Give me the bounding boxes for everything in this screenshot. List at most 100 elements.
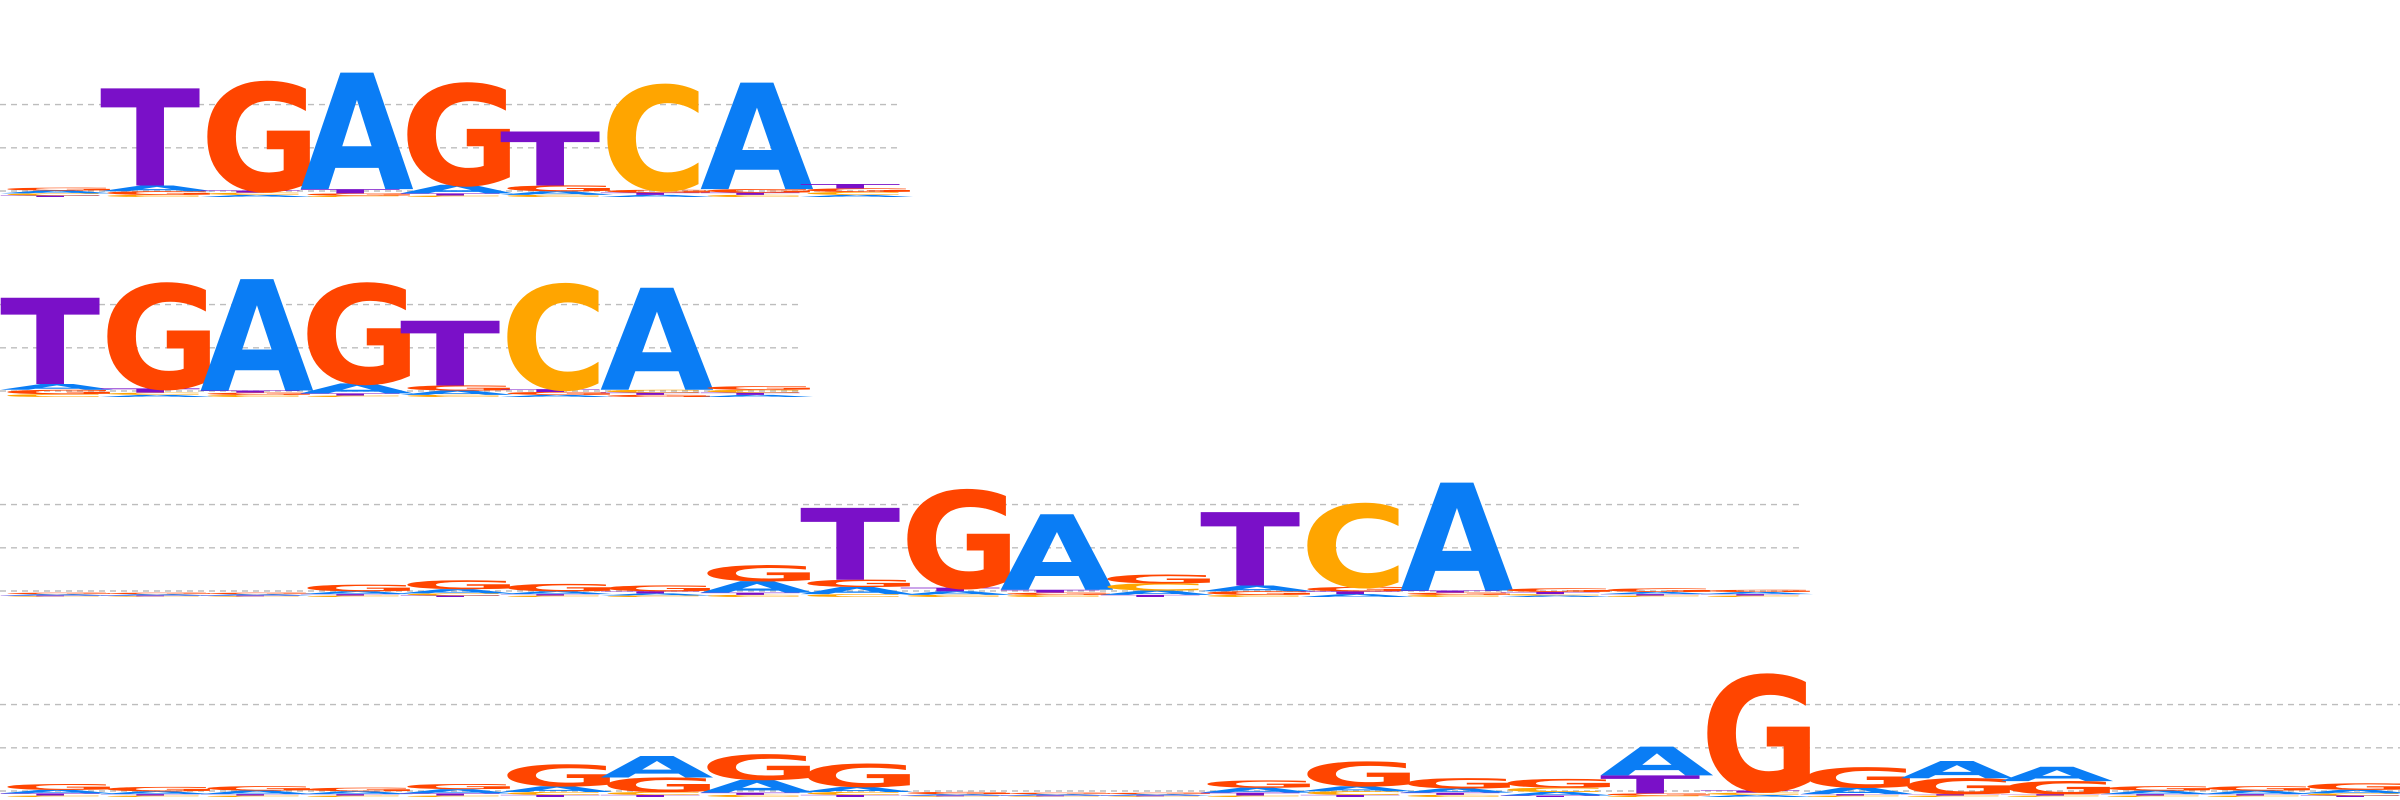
motif-3-col-11-base-T: T [1000,589,1100,594]
motif-3-col-9-base-T: T [800,488,900,603]
motif-4-col-22-base-C: C [2100,795,2208,797]
motif-4-col-19-base-T: T [1800,794,1900,796]
motif-4-col-23-base-T: T [2200,794,2300,796]
motif-1-col-2-base-T: T [100,63,200,218]
motif-4-col-2-base-G: G [100,786,221,793]
motif-4-col-3-base-A: A [200,790,314,796]
motif-1-col-4-base-A: A [300,41,414,227]
motif-4-col-1-base-G: G [0,782,121,791]
motif-3-col-14-base-C: C [1300,482,1408,614]
motif-1-col-1-base-C: C [0,193,108,196]
motif-4-col-3-base-G: G [200,785,321,792]
motif-2-col-7-base-G: G [600,394,721,397]
motif-4-col-21-base-C: C [2000,795,2108,797]
motif-3-col-6-base-A: A [500,590,614,595]
motif-2-col-6-base-C: C [500,257,608,424]
motif-3-col-6-base-C: C [500,595,608,597]
motif-3-col-3-base-G: G [200,592,321,594]
motif-4-col-6-base-A: A [500,785,614,794]
motif-3-col-5-base-T: T [400,595,500,597]
motif-1-col-6-base-A: A [500,190,614,196]
motif-4-col-4-base-T: T [300,794,400,796]
motif-3-col-13-base-C: C [1200,594,1308,597]
motif-3-col-15-base-G: G [1400,592,1521,595]
motif-3-col-1-base-T: T [0,595,100,596]
motif-4-col-8-base-G: G [700,748,821,788]
motif-4-col-13-base-A: A [1200,786,1314,794]
motif-3-col-10-base-G: G [900,465,1021,620]
motif-4-col-4-base-G: G [300,787,421,793]
motif-1-col-8-base-C: C [700,194,808,197]
motif-1-col-3-base-A: A [200,194,314,197]
motif-4-col-13-base-C: C [1200,795,1308,797]
motif-2-col-7-base-C: C [600,389,708,394]
motif-4-col-23-base-A: A [2200,790,2314,796]
motif-2-col-2-base-G: G [100,256,221,423]
motif-3-col-11-base-A: A [1000,494,1114,615]
motif-4-col-18-base-T: T [1700,790,1800,793]
motif-4-col-15-base-A: A [1400,787,1514,794]
motif-3-col-16-base-T: T [1500,591,1600,594]
motif-3-col-15-base-C: C [1400,594,1508,597]
motif-1-col-4-base-C: C [300,195,408,197]
motif-1-col-9-base-T: T [800,183,900,190]
motif-2-col-6-base-G: G [500,391,621,396]
motif-3-col-12-base-A: A [1100,589,1214,596]
motif-3-col-16-base-G: G [1500,587,1621,593]
motif-4-col-11-base-A: A [1000,794,1114,796]
motif-1-col-9-base-C: C [800,191,908,196]
motif-1-col-7-base-C: C [600,58,708,225]
motif-3-col-3-base-A: A [200,594,314,596]
motif-2-col-8-base-C: C [700,389,808,394]
motif-3-col-14-base-A: A [1300,593,1414,598]
motif-1-col-8-base-T: T [700,192,800,195]
motif-4-col-3-base-C: C [200,795,308,797]
motif-4-col-5-base-G: G [400,783,521,791]
motif-4-col-16-base-T: T [1500,795,1600,797]
motif-1-col-6-base-T: T [500,117,600,203]
motif-1-col-6-base-C: C [500,194,608,197]
motif-4-col-7-base-C: C [600,791,708,796]
motif-4-col-21-base-A: A [2000,763,2114,786]
motif-2-col-2-base-C: C [100,392,208,395]
motif-3-col-7-base-C: C [600,595,708,597]
motif-1-col-3-base-C: C [200,192,308,195]
motif-1-col-4-base-G: G [300,193,421,196]
motif-3-col-17-base-A: A [1600,591,1714,594]
motif-4-col-10-base-G: G [900,791,1021,794]
motif-2-col-1-base-G: G [0,389,121,396]
motif-4-col-6-base-G: G [500,759,621,793]
motif-2-col-3-base-A: A [200,250,314,427]
motif-4-col-2-base-A: A [100,790,214,795]
motif-2-col-3-base-G: G [200,392,321,395]
motif-4-col-2-base-C: C [100,795,208,797]
motif-4-col-12-base-A: A [1100,794,1214,796]
motif-3-col-11-base-C: C [1000,594,1108,597]
motif-4-col-16-base-C: C [1500,786,1608,793]
motif-3-col-8-base-C: C [700,594,808,597]
motif-3-col-5-base-G: G [400,578,521,592]
motif-4-col-16-base-A: A [1500,791,1614,797]
motif-4-col-5-base-T: T [400,793,500,796]
motif-4-col-10-base-T: T [900,795,1000,796]
motif-4-col-16-base-G: G [1500,777,1621,791]
motif-1-col-5-base-A: A [400,182,514,196]
motif-3-col-9-base-A: A [800,585,914,597]
motif-3-col-1-base-G: G [0,592,121,594]
motif-4-col-2-base-T: T [100,794,200,796]
motif-3-col-17-base-C: C [1600,595,1708,597]
motif-4-col-21-base-T: T [2000,794,2100,796]
motif-1-col-3-base-T: T [200,190,300,193]
motif-3-col-3-base-T: T [200,595,300,596]
motif-4-col-15-base-C: C [1400,794,1508,797]
motif-3-col-8-base-T: T [700,592,800,595]
motif-2-col-5-base-G: G [400,384,521,392]
motif-4-col-14-base-C: C [1300,790,1408,796]
motif-2-col-8-base-G: G [700,385,821,391]
motif-1-col-3-base-G: G [200,53,321,226]
motif-3-col-4-base-C: C [300,595,408,597]
motif-4-col-15-base-T: T [1400,792,1500,795]
motif-3-col-9-base-C: C [800,593,908,598]
motif-3-col-1-base-A: A [0,594,114,596]
